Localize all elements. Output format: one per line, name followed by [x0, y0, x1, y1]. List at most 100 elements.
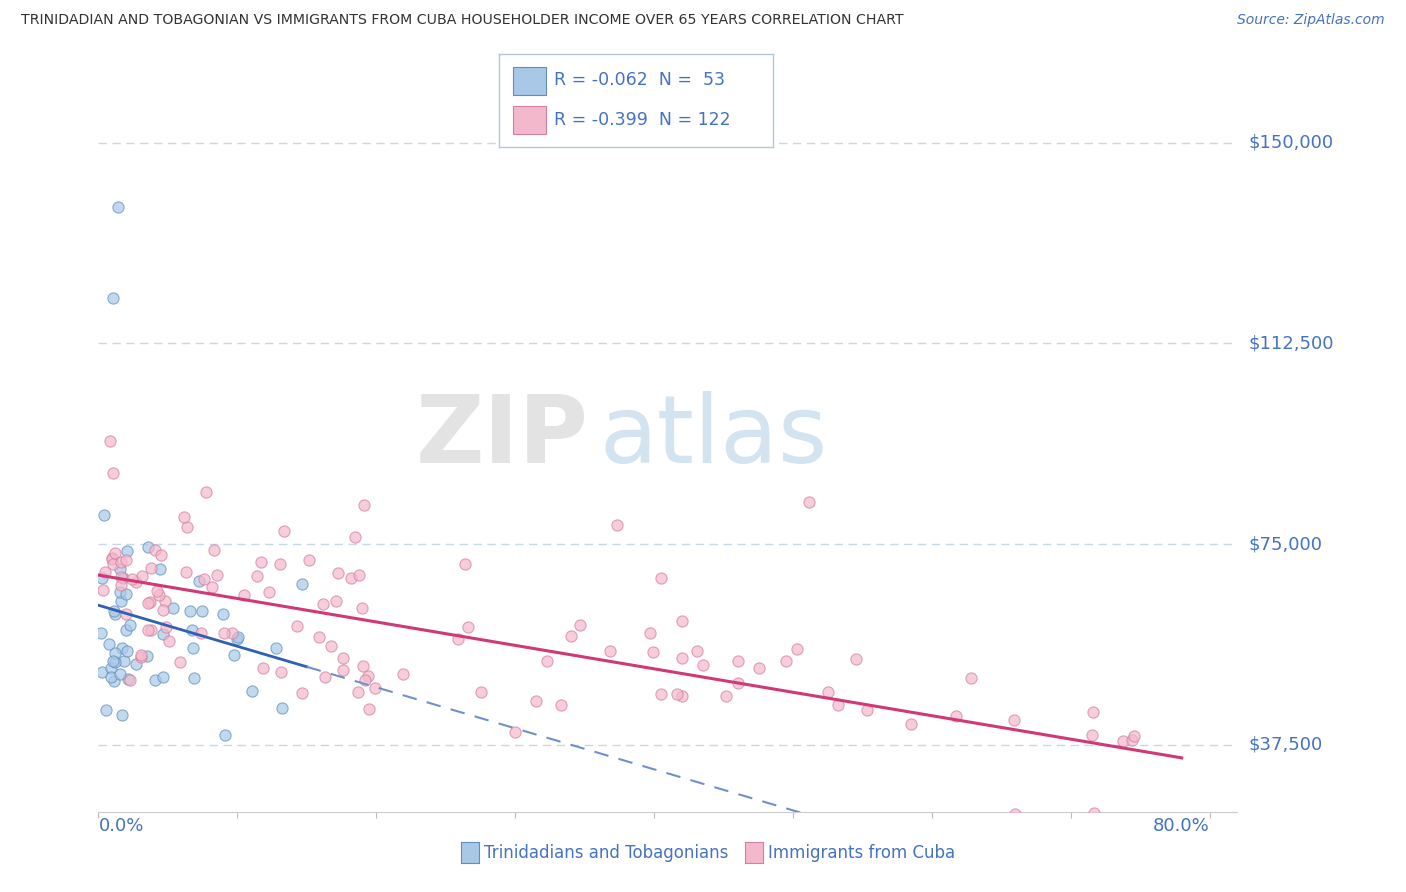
Point — [94, 703, 117, 717]
Point — [270, 665, 292, 680]
Point — [110, 667, 132, 681]
Point — [100, 434, 122, 449]
Point — [606, 518, 628, 533]
Point — [112, 654, 135, 668]
Point — [191, 604, 214, 618]
Point — [357, 669, 380, 683]
Point — [447, 632, 470, 647]
Point — [347, 568, 370, 582]
Point — [176, 565, 198, 579]
Point — [169, 655, 191, 669]
Point — [118, 673, 141, 687]
Point — [114, 587, 136, 601]
Point — [195, 484, 218, 499]
Point — [314, 670, 336, 684]
Point — [727, 675, 749, 690]
Point — [103, 603, 125, 617]
Point — [470, 685, 492, 699]
Point — [139, 595, 162, 609]
Text: atlas: atlas — [599, 391, 828, 483]
Point — [202, 542, 225, 557]
Point — [100, 550, 122, 565]
Point — [108, 562, 131, 576]
Text: 80.0%: 80.0% — [1153, 817, 1209, 835]
Point — [817, 685, 839, 699]
Point — [1059, 812, 1081, 826]
Point — [665, 687, 688, 701]
Text: Trinidadians and Tobagonians: Trinidadians and Tobagonians — [484, 844, 728, 862]
Point — [266, 640, 288, 655]
Point — [550, 698, 572, 713]
Text: R = -0.399  N = 122: R = -0.399 N = 122 — [554, 111, 731, 128]
Point — [117, 543, 139, 558]
Point — [91, 582, 114, 597]
Text: R = -0.062  N =  53: R = -0.062 N = 53 — [554, 71, 725, 89]
Point — [152, 670, 174, 684]
Point — [959, 671, 981, 685]
Point — [148, 588, 170, 602]
Point — [110, 555, 132, 569]
Point — [221, 626, 243, 640]
Point — [138, 596, 160, 610]
Point — [173, 510, 195, 524]
Point — [153, 594, 176, 608]
Point — [312, 597, 335, 611]
Point — [319, 639, 342, 653]
Point — [325, 594, 347, 608]
Point — [340, 571, 363, 585]
Point — [269, 557, 291, 571]
Point — [900, 717, 922, 731]
Point — [224, 648, 246, 662]
Point — [392, 666, 415, 681]
Point — [104, 545, 127, 559]
Text: $150,000: $150,000 — [1249, 134, 1333, 152]
Point — [454, 557, 477, 571]
Point — [352, 658, 374, 673]
Point — [157, 634, 180, 648]
Point — [100, 552, 122, 566]
Point — [786, 642, 808, 657]
Point — [226, 630, 249, 644]
Point — [103, 558, 125, 572]
Point — [273, 524, 295, 539]
Point — [129, 648, 152, 662]
Point — [291, 577, 314, 591]
Point — [103, 654, 125, 668]
Point — [149, 562, 172, 576]
Point — [354, 673, 377, 687]
Point — [152, 603, 174, 617]
Point — [201, 581, 224, 595]
Point — [233, 588, 256, 602]
Point — [1139, 840, 1161, 855]
Point — [252, 661, 274, 675]
Point — [143, 673, 166, 688]
Point — [1123, 729, 1146, 743]
Point — [1128, 812, 1150, 826]
Point — [193, 572, 215, 586]
Point — [298, 553, 321, 567]
Point — [1083, 705, 1105, 719]
Point — [155, 620, 177, 634]
Point — [1002, 713, 1025, 727]
Point — [115, 623, 138, 637]
Point — [111, 571, 134, 585]
Point — [183, 671, 205, 685]
Point — [797, 494, 820, 508]
Bar — [513, 67, 546, 95]
Point — [257, 584, 280, 599]
Point — [692, 658, 714, 673]
Point — [945, 708, 967, 723]
Point — [1083, 805, 1105, 820]
Point — [149, 548, 172, 562]
Point — [104, 646, 127, 660]
Point — [91, 665, 114, 679]
Point — [827, 698, 849, 712]
Point — [110, 585, 132, 599]
Point — [181, 640, 204, 655]
Point — [104, 607, 127, 622]
Point — [188, 574, 211, 588]
Point — [97, 637, 120, 651]
Point — [117, 672, 139, 686]
Point — [145, 583, 167, 598]
Point — [536, 654, 558, 668]
